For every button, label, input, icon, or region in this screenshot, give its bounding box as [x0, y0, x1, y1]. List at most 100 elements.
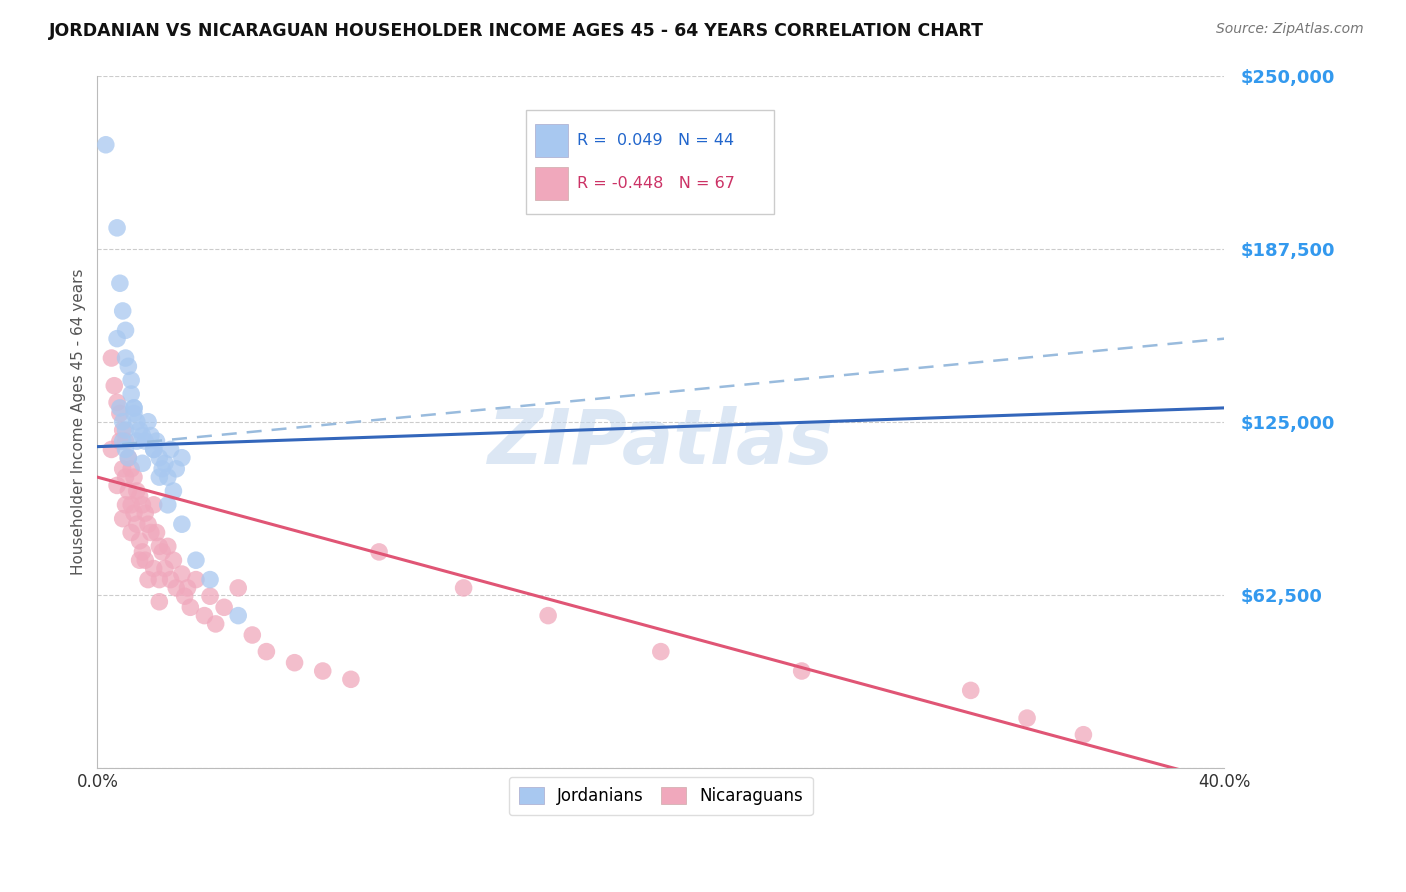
Nicaraguans [103, 378, 125, 392]
Jordanians [108, 277, 131, 291]
Jordanians [150, 462, 173, 476]
Nicaraguans [131, 498, 153, 512]
Jordanians [128, 423, 150, 437]
Nicaraguans [117, 450, 139, 465]
Jordanians [145, 434, 167, 449]
Jordanians [122, 401, 145, 415]
Nicaraguans [284, 656, 307, 670]
Nicaraguans [368, 545, 391, 559]
Nicaraguans [204, 616, 226, 631]
Jordanians [114, 323, 136, 337]
Nicaraguans [136, 517, 159, 532]
FancyBboxPatch shape [534, 124, 568, 157]
Text: Source: ZipAtlas.com: Source: ZipAtlas.com [1216, 22, 1364, 37]
Jordanians [111, 304, 134, 318]
Jordanians [184, 553, 207, 567]
Nicaraguans [340, 673, 363, 687]
Nicaraguans [650, 645, 672, 659]
Text: ZIPatlas: ZIPatlas [488, 406, 834, 480]
Jordanians [120, 373, 142, 387]
Jordanians [105, 332, 128, 346]
Nicaraguans [179, 600, 201, 615]
Nicaraguans [120, 462, 142, 476]
Text: R =  0.049   N = 44: R = 0.049 N = 44 [578, 133, 734, 148]
Nicaraguans [114, 434, 136, 449]
FancyBboxPatch shape [534, 167, 568, 200]
Nicaraguans [136, 573, 159, 587]
Jordanians [134, 434, 156, 449]
Jordanians [170, 450, 193, 465]
Nicaraguans [150, 545, 173, 559]
Nicaraguans [114, 470, 136, 484]
Jordanians [139, 428, 162, 442]
Jordanians [159, 442, 181, 457]
Jordanians [122, 406, 145, 420]
FancyBboxPatch shape [526, 110, 773, 214]
Nicaraguans [153, 561, 176, 575]
Nicaraguans [125, 483, 148, 498]
Nicaraguans [142, 561, 165, 575]
Nicaraguans [193, 608, 215, 623]
Nicaraguans [790, 664, 813, 678]
Nicaraguans [159, 573, 181, 587]
Jordanians [120, 387, 142, 401]
Nicaraguans [111, 511, 134, 525]
Nicaraguans [148, 573, 170, 587]
Jordanians [114, 442, 136, 457]
Nicaraguans [537, 608, 560, 623]
Nicaraguans [165, 581, 187, 595]
Jordanians [108, 401, 131, 415]
Jordanians [136, 415, 159, 429]
Nicaraguans [117, 483, 139, 498]
Text: JORDANIAN VS NICARAGUAN HOUSEHOLDER INCOME AGES 45 - 64 YEARS CORRELATION CHART: JORDANIAN VS NICARAGUAN HOUSEHOLDER INCO… [49, 22, 984, 40]
Y-axis label: Householder Income Ages 45 - 64 years: Householder Income Ages 45 - 64 years [72, 268, 86, 575]
Nicaraguans [108, 434, 131, 449]
Nicaraguans [145, 525, 167, 540]
Jordanians [125, 415, 148, 429]
Jordanians [114, 423, 136, 437]
Nicaraguans [226, 581, 249, 595]
Jordanians [165, 462, 187, 476]
Nicaraguans [111, 423, 134, 437]
Jordanians [111, 415, 134, 429]
Nicaraguans [162, 553, 184, 567]
Nicaraguans [148, 540, 170, 554]
Nicaraguans [120, 498, 142, 512]
Jordanians [156, 498, 179, 512]
Jordanians [117, 359, 139, 374]
Nicaraguans [120, 525, 142, 540]
Nicaraguans [1073, 728, 1095, 742]
Nicaraguans [111, 462, 134, 476]
Nicaraguans [131, 545, 153, 559]
Jordanians [114, 351, 136, 365]
Jordanians [148, 450, 170, 465]
Jordanians [94, 137, 117, 152]
Nicaraguans [184, 573, 207, 587]
Nicaraguans [105, 478, 128, 492]
Nicaraguans [176, 581, 198, 595]
Jordanians [148, 470, 170, 484]
Nicaraguans [959, 683, 981, 698]
Jordanians [162, 483, 184, 498]
Nicaraguans [142, 498, 165, 512]
Jordanians [125, 434, 148, 449]
Nicaraguans [240, 628, 263, 642]
Jordanians [226, 608, 249, 623]
Jordanians [105, 220, 128, 235]
Nicaraguans [108, 406, 131, 420]
Jordanians [153, 456, 176, 470]
Nicaraguans [128, 490, 150, 504]
Jordanians [156, 470, 179, 484]
Text: R = -0.448   N = 67: R = -0.448 N = 67 [578, 176, 735, 191]
Nicaraguans [125, 517, 148, 532]
Nicaraguans [100, 442, 122, 457]
Jordanians [170, 517, 193, 532]
Jordanians [142, 442, 165, 457]
Nicaraguans [254, 645, 277, 659]
Nicaraguans [156, 540, 179, 554]
Nicaraguans [128, 553, 150, 567]
Nicaraguans [134, 506, 156, 520]
Jordanians [131, 456, 153, 470]
Jordanians [117, 450, 139, 465]
Nicaraguans [122, 506, 145, 520]
